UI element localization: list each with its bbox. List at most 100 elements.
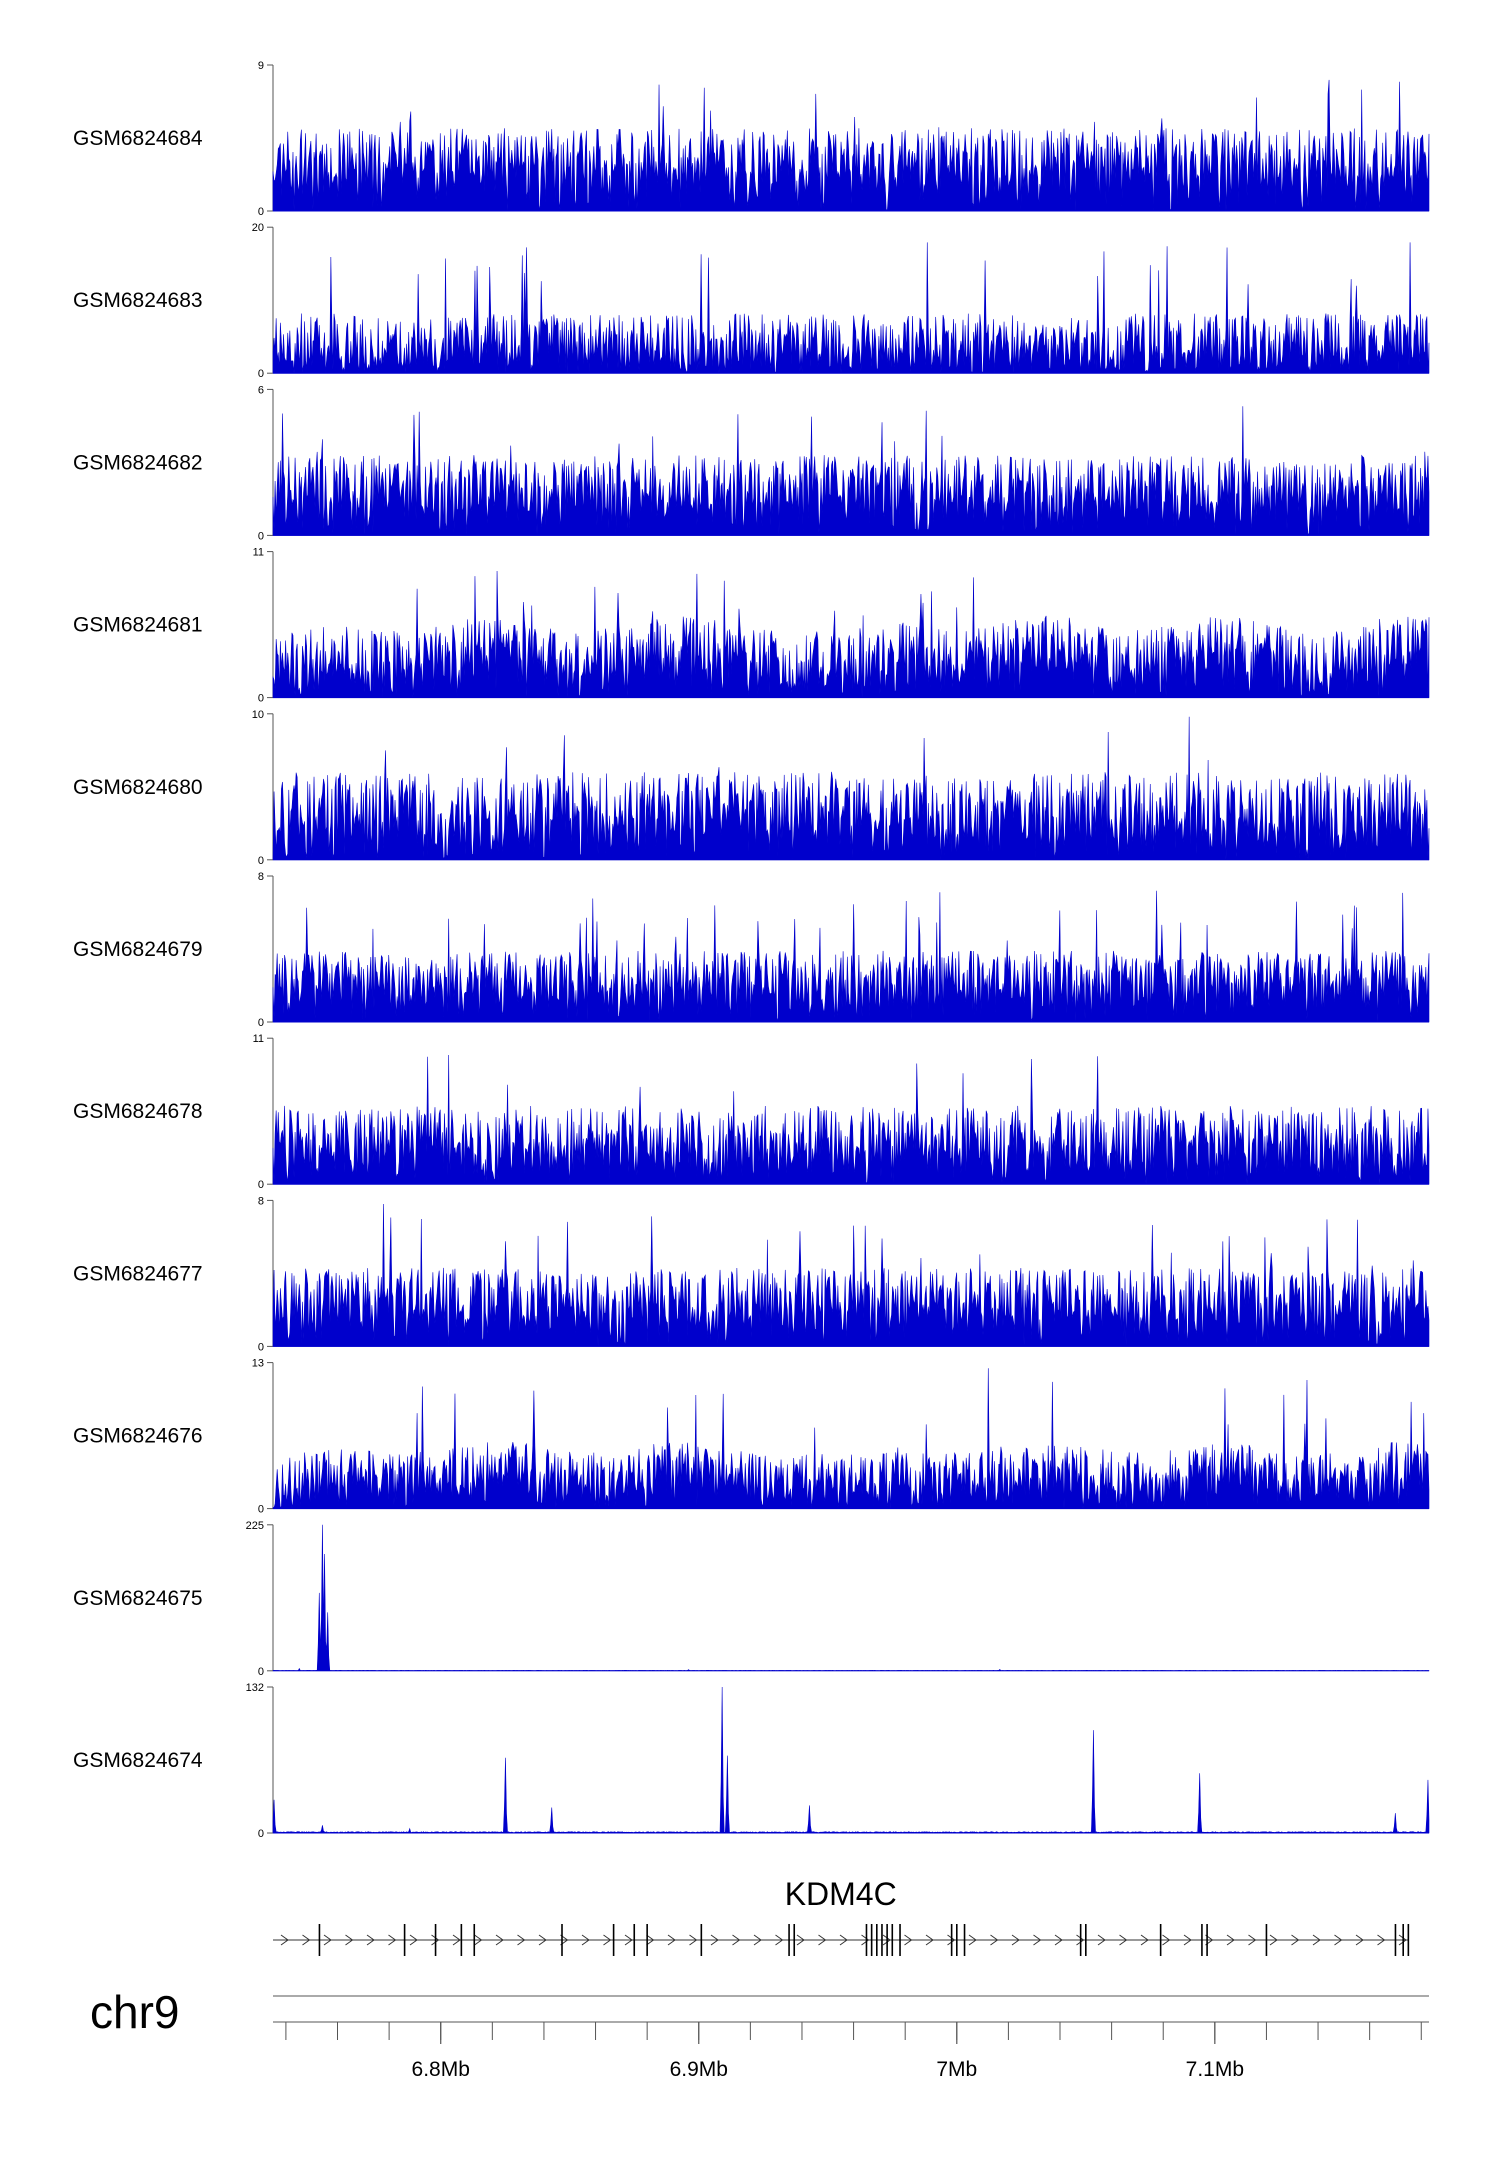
y-tick-label-max: 225 [246, 1520, 264, 1532]
strand-arrow [538, 1934, 547, 1946]
strand-arrow [280, 1934, 289, 1946]
y-tick-label-min: 0 [258, 530, 264, 542]
strand-arrow [388, 1934, 397, 1946]
strand-arrow [667, 1934, 676, 1946]
strand-arrow [1140, 1934, 1149, 1946]
strand-arrow [1334, 1934, 1343, 1946]
track-label: GSM6824680 [73, 776, 203, 799]
y-tick-label-max: 11 [253, 547, 264, 559]
track-GSM6824675: GSM6824675 225 0 [73, 1520, 1430, 1678]
strand-arrow [839, 1934, 848, 1946]
y-tick-label-max: 6 [258, 384, 264, 396]
strand-arrow [861, 1934, 870, 1946]
strand-arrow [775, 1934, 784, 1946]
track-label: GSM6824676 [73, 1425, 203, 1448]
y-tick-label-max: 11 [253, 1033, 264, 1045]
strand-arrow [904, 1934, 913, 1946]
strand-arrow [1312, 1934, 1321, 1946]
strand-arrow [1291, 1934, 1300, 1946]
strand-arrow [1076, 1934, 1085, 1946]
strand-arrow [409, 1934, 418, 1946]
y-tick-label-min: 0 [258, 1017, 264, 1029]
strand-arrow [882, 1934, 891, 1946]
strand-arrow [925, 1934, 934, 1946]
y-tick-label-min: 0 [258, 1504, 264, 1516]
y-tick-label-max: 10 [252, 709, 264, 721]
strand-arrow [818, 1934, 827, 1946]
strand-arrow [1248, 1934, 1257, 1946]
y-tick-label-min: 0 [258, 855, 264, 867]
y-tick-label-max: 9 [258, 60, 264, 72]
track-GSM6824681: GSM6824681 11 0 [73, 547, 1430, 705]
coverage-area [272, 570, 1430, 698]
track-GSM6824678: GSM6824678 11 0 [73, 1033, 1430, 1191]
gene-name-label: KDM4C [785, 1876, 897, 1912]
track-GSM6824683: GSM6824683 20 0 [73, 222, 1430, 380]
track-GSM6824680: GSM6824680 10 0 [73, 709, 1430, 867]
track-label: GSM6824684 [73, 127, 203, 150]
strand-arrow [431, 1934, 440, 1946]
strand-arrow [624, 1934, 633, 1946]
track-label: GSM6824683 [73, 289, 203, 312]
strand-arrow [474, 1934, 483, 1946]
strand-arrow [689, 1934, 698, 1946]
y-tick-label-max: 8 [258, 871, 264, 883]
y-tick-label-min: 0 [258, 1341, 264, 1353]
strand-arrow [753, 1934, 762, 1946]
coverage-area [272, 406, 1430, 537]
y-tick-label-min: 0 [258, 206, 264, 218]
coverage-area [272, 242, 1430, 374]
strand-arrow [1183, 1934, 1192, 1946]
track-GSM6824676: GSM6824676 13 0 [73, 1358, 1430, 1516]
track-label: GSM6824675 [73, 1587, 203, 1610]
track-GSM6824679: GSM6824679 8 0 [73, 871, 1430, 1029]
strand-arrow [1033, 1934, 1042, 1946]
track-GSM6824674: GSM6824674 132 0 [73, 1682, 1430, 1840]
strand-arrow [710, 1934, 719, 1946]
y-tick-label-min: 0 [258, 1179, 264, 1191]
y-tick-label-max: 13 [252, 1358, 264, 1370]
strand-arrow [1269, 1934, 1278, 1946]
y-tick-label-max: 8 [258, 1195, 264, 1207]
strand-arrow [1011, 1934, 1020, 1946]
coverage-area [272, 1204, 1430, 1347]
track-label: GSM6824674 [73, 1749, 203, 1772]
strand-arrow [947, 1934, 956, 1946]
coverage-area [272, 79, 1430, 212]
y-tick-label-min: 0 [258, 368, 264, 380]
track-GSM6824682: GSM6824682 6 0 [73, 384, 1430, 542]
strand-arrow [345, 1934, 354, 1946]
strand-arrow [495, 1934, 504, 1946]
y-tick-label-max: 20 [252, 222, 264, 234]
y-tick-label-max: 132 [246, 1682, 264, 1694]
coverage-tracks: GSM682468490GSM6824683200GSM682468260GSM… [73, 60, 1430, 1840]
strand-arrow [366, 1934, 375, 1946]
strand-arrow [1097, 1934, 1106, 1946]
strand-arrow [1054, 1934, 1063, 1946]
coverage-area [272, 890, 1430, 1023]
genome-axis: chr9 6.8Mb 6.9Mb 7Mb 7.1Mb [90, 1986, 1429, 2081]
strand-arrow [452, 1934, 461, 1946]
strand-arrow [302, 1934, 311, 1946]
x-tick-label: 6.8Mb [412, 2058, 470, 2081]
gene-annotation-track: KDM4C [273, 1876, 1410, 1956]
x-tick-label: 6.9Mb [670, 2058, 728, 2081]
track-GSM6824684: GSM6824684 9 0 [73, 60, 1430, 218]
chromosome-label: chr9 [90, 1986, 179, 2038]
y-tick-label-min: 0 [258, 693, 264, 705]
coverage-area [272, 1368, 1430, 1509]
strand-arrow [732, 1934, 741, 1946]
coverage-area [272, 1686, 1430, 1834]
strand-arrow [1398, 1934, 1407, 1946]
coverage-area [272, 716, 1430, 861]
coverage-area [272, 1524, 1430, 1672]
track-label: GSM6824678 [73, 1100, 203, 1123]
strand-arrow [603, 1934, 612, 1946]
track-label: GSM6824679 [73, 938, 203, 961]
strand-arrow [560, 1934, 569, 1946]
strand-arrow [581, 1934, 590, 1946]
y-tick-label-min: 0 [258, 1666, 264, 1678]
strand-arrow [1119, 1934, 1128, 1946]
strand-arrow [323, 1934, 332, 1946]
strand-arrow [1162, 1934, 1171, 1946]
